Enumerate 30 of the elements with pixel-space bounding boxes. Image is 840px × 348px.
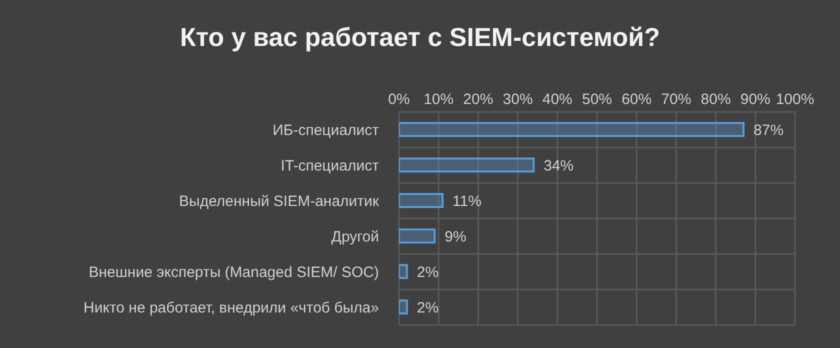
y-tick-label: Внешние эксперты (Managed SIEM/ SOC)	[88, 264, 379, 282]
data-label: 2%	[416, 299, 439, 316]
y-tick-label: IT-специалист	[280, 158, 380, 175]
chart-title: Кто у вас работает с SIEM-системой?	[178, 22, 662, 53]
data-label: 2%	[416, 264, 439, 281]
x-tick-label: 60%	[622, 91, 652, 108]
x-tick-label: 100%	[776, 91, 814, 108]
y-tick-label: Другой	[331, 228, 379, 246]
y-tick-label: ИБ-специалист	[272, 122, 380, 140]
bar	[399, 228, 436, 244]
data-label: 9%	[444, 228, 466, 246]
y-tick-label: Никто не работает, внедрили «чтоб была»	[84, 300, 379, 317]
bar	[399, 122, 745, 137]
x-tick-label: 80%	[700, 91, 731, 108]
x-tick-label: 90%	[740, 91, 770, 108]
data-label: 11%	[452, 192, 482, 210]
bar	[399, 264, 408, 279]
data-label: 34%	[544, 157, 574, 174]
x-tick-label: 70%	[661, 91, 692, 108]
bar	[399, 193, 444, 208]
data-label: 87%	[754, 122, 784, 139]
x-tick-label: 40%	[542, 91, 572, 108]
x-tick-label: 20%	[463, 91, 494, 108]
bar	[399, 158, 535, 172]
bar	[399, 300, 408, 314]
x-tick-label: 0%	[388, 91, 410, 108]
x-tick-label: 10%	[424, 91, 454, 108]
x-tick-label: 50%	[582, 91, 612, 108]
y-tick-label: Выделенный SIEM-аналитик	[179, 193, 380, 210]
x-tick-label: 30%	[502, 91, 533, 108]
